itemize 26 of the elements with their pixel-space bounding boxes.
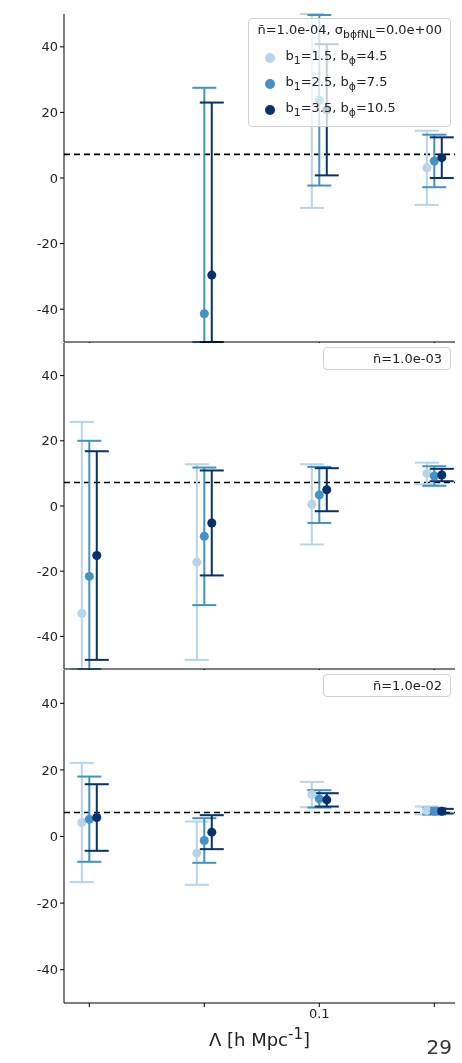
x-tick-label: 0.1: [308, 1006, 330, 1022]
y-tick-label: -20: [36, 563, 58, 579]
y-tick-label: 40: [41, 695, 58, 711]
text: 29: [426, 1035, 452, 1059]
y-tick-label: 40: [41, 39, 58, 55]
y-tick-label: 40: [41, 368, 58, 384]
legend-label: b$_{1}$=3.5, b$_{ϕ}$=10.5: [285, 100, 396, 119]
y-tick-label: -20: [36, 895, 58, 911]
y-tick-label: -40: [36, 629, 58, 645]
legend-box: n̄=1.0e-02: [323, 674, 451, 697]
y-tick-label: -20: [36, 236, 58, 252]
y-tick-label: 0: [49, 829, 58, 845]
legend-label: b$_{1}$=2.5, b$_{ϕ}$=7.5: [285, 74, 388, 93]
y-tick-label: 0: [49, 498, 58, 514]
legend-title: n̄=1.0e-02: [371, 678, 442, 693]
legend-label: b$_{1}$=1.5, b$_{ϕ}$=4.5: [285, 48, 388, 67]
y-tick-label: 0: [49, 170, 58, 186]
y-tick-label: 20: [41, 433, 58, 449]
legend-title: n̄=1.0e-03: [371, 351, 442, 366]
y-tick-label: -40: [36, 962, 58, 978]
y-tick-label: 20: [41, 762, 58, 778]
y-tick-label: 20: [41, 105, 58, 121]
legend-box: n̄=1.0e-03: [323, 347, 451, 370]
y-tick-label: -40: [36, 301, 58, 317]
legend-title: n̄=1.0e-04, σ$_{bϕfNL}$=0.0e+00: [257, 22, 442, 41]
x-axis-title: Λ [h Mpc$^{-1}$]: [208, 1025, 311, 1050]
